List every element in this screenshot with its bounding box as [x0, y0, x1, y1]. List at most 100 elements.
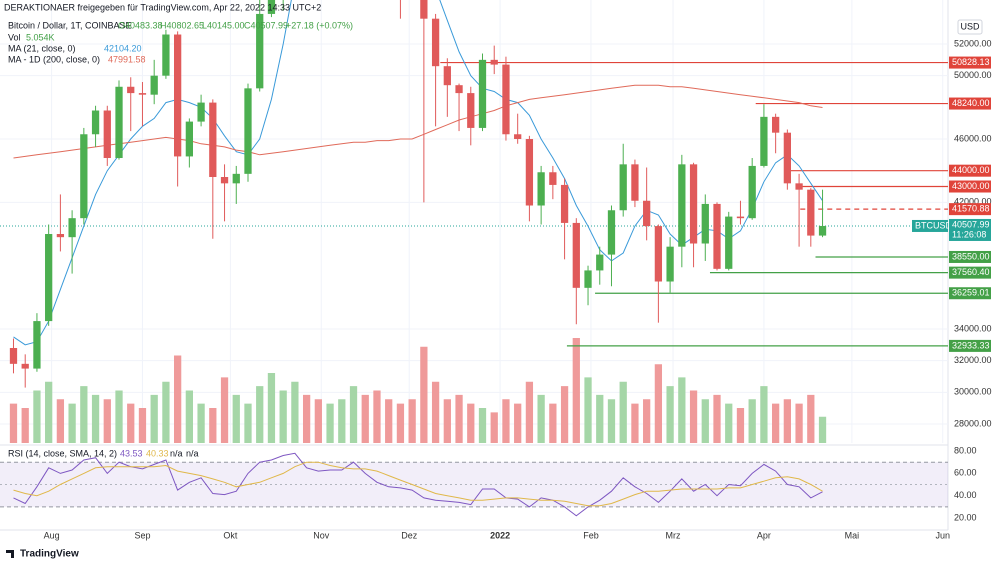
volume-bar [45, 381, 53, 443]
legend-ma200-value: 47991.58 [108, 54, 146, 64]
level-label: 41570.88 [952, 204, 990, 214]
candle-body [478, 59, 487, 128]
main-pane [0, 0, 948, 443]
level-tag [949, 203, 991, 216]
candle-body [514, 134, 522, 140]
x-tick-label: Dez [401, 530, 418, 540]
x-tick-label: Okt [223, 530, 238, 540]
legend-open: O40483.38 [118, 20, 163, 30]
volume-bar [326, 403, 334, 443]
level-tag [949, 180, 991, 193]
level-tag [949, 266, 991, 279]
candle-body [56, 234, 65, 238]
candle-body [654, 226, 663, 282]
volume-bar [174, 355, 182, 443]
candle-body [256, 13, 264, 89]
volume-bar [373, 390, 381, 443]
candle-body [818, 225, 827, 236]
candle-body [490, 59, 498, 65]
volume-bar [772, 403, 780, 443]
volume-bar [654, 364, 663, 443]
candle-body [174, 34, 182, 157]
volume-bar [150, 394, 158, 443]
candle-body [431, 18, 440, 67]
volume-bar [162, 381, 170, 443]
candle-body [713, 203, 721, 269]
volume-bar [490, 412, 498, 443]
volume-bar [689, 390, 698, 443]
volume-bar [666, 386, 674, 443]
candle-body [596, 254, 604, 271]
legend-ma200: MA - 1D (200, close, 0) [8, 54, 100, 64]
volume-bar [9, 403, 18, 443]
volume-bar [631, 403, 639, 443]
candle-body [748, 165, 756, 219]
level-label: 37560.40 [952, 267, 990, 277]
volume-bar [725, 403, 733, 443]
legend-vol: Vol [8, 32, 21, 42]
level-tag [949, 250, 991, 263]
candle-body [209, 102, 217, 178]
candle-body [127, 86, 135, 94]
volume-bar [103, 399, 111, 443]
volume-bar [467, 403, 475, 443]
candle-body [138, 93, 147, 95]
currency-button[interactable] [957, 19, 983, 35]
ma-line [13, 84, 823, 159]
level-label: 43000.00 [952, 181, 990, 191]
volume-bar [232, 394, 240, 443]
candle-body [197, 102, 205, 122]
candle-body [666, 246, 674, 282]
volume-bar [302, 394, 311, 443]
volume-bar [385, 399, 393, 443]
candle-body [560, 184, 569, 223]
volume-bar [361, 394, 369, 443]
volume-bar [760, 386, 768, 443]
candle-body [795, 183, 803, 190]
candle-body [643, 200, 651, 227]
volume-bar [21, 408, 29, 443]
volume-bar [115, 390, 123, 443]
candle-body [443, 66, 451, 86]
y-tick-label: 50000.00 [954, 70, 992, 80]
level-label: 38550.00 [952, 251, 990, 261]
legend-ma21: MA (21, close, 0) [8, 43, 76, 53]
volume-bar [396, 403, 405, 443]
legend-symbol: Bitcoin / Dollar, 1T, COINBASE [8, 20, 132, 30]
volume-bar [525, 381, 534, 443]
y-tick-label: 34000.00 [954, 323, 992, 333]
level-tag [949, 56, 991, 69]
candle-body [220, 177, 229, 184]
volume-bar [185, 390, 194, 443]
candle-body [21, 363, 29, 369]
legend-rsi-value: 43.53 [120, 448, 143, 458]
volume-bar [197, 403, 205, 443]
logo [6, 550, 14, 558]
candle-body [68, 218, 76, 238]
candle-body [607, 210, 616, 255]
candle-body [150, 75, 158, 95]
candle-body [103, 110, 111, 159]
volume-bar [643, 399, 651, 443]
candle-body [678, 164, 686, 247]
volume-bar [560, 386, 569, 443]
y-tick-label: 46000.00 [954, 133, 992, 143]
candle-body [80, 134, 88, 219]
volume-bar [127, 403, 135, 443]
candle-body [9, 348, 18, 364]
overlay: DERAKTIONAER freigegeben für TradingView… [4, 2, 992, 559]
legend-low: L40145.00 [202, 20, 245, 30]
volume-bar [220, 377, 229, 443]
legend-rsi: RSI (14, close, SMA, 14, 2) [8, 448, 117, 458]
ma-line [13, 0, 823, 346]
volume-bar [607, 399, 616, 443]
volume-bar [795, 403, 803, 443]
x-tick-label: Feb [583, 530, 599, 540]
volume-bar [80, 386, 88, 443]
volume-bar [267, 373, 276, 443]
volume-bar [678, 377, 686, 443]
level-tag [949, 97, 991, 110]
volume-bar [209, 408, 217, 443]
candle-body [772, 116, 780, 133]
